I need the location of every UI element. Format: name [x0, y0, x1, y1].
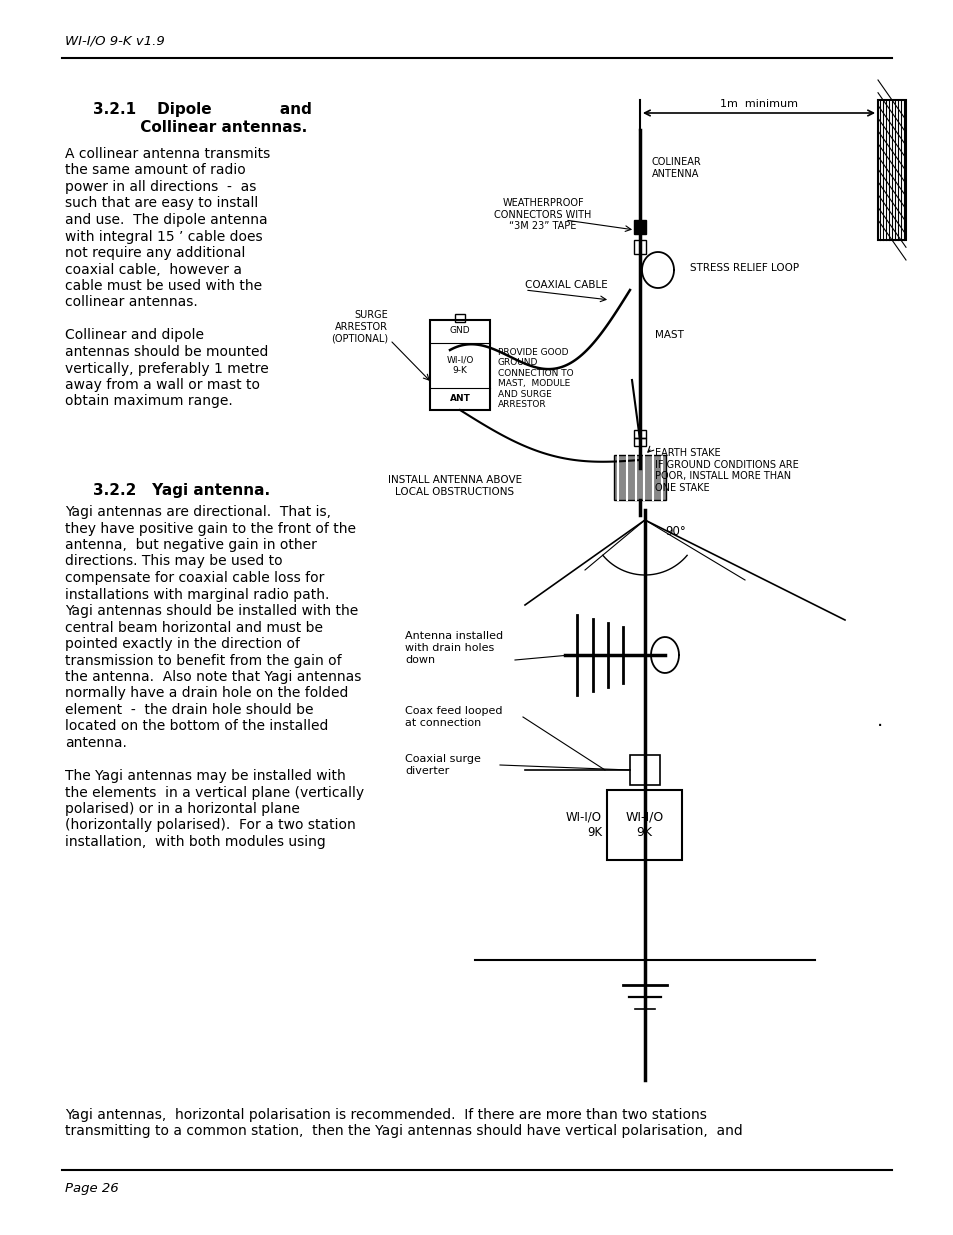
Text: Page 26: Page 26 [65, 1182, 118, 1195]
Text: EARTH STAKE
IF GROUND CONDITIONS ARE
POOR, INSTALL MORE THAN
ONE STAKE: EARTH STAKE IF GROUND CONDITIONS ARE POO… [655, 448, 798, 493]
Text: the elements  in a vertical plane (vertically: the elements in a vertical plane (vertic… [65, 785, 364, 799]
Text: they have positive gain to the front of the: they have positive gain to the front of … [65, 521, 355, 536]
Text: 90°: 90° [664, 525, 685, 538]
Text: vertically, preferably 1 metre: vertically, preferably 1 metre [65, 362, 269, 375]
Text: the same amount of radio: the same amount of radio [65, 163, 246, 178]
Text: STRESS RELIEF LOOP: STRESS RELIEF LOOP [689, 263, 799, 273]
Text: .: . [876, 710, 882, 730]
Text: Antenna installed
with drain holes
down: Antenna installed with drain holes down [405, 631, 502, 664]
Bar [629, 755, 659, 785]
Text: the antenna.  Also note that Yagi antennas: the antenna. Also note that Yagi antenna… [65, 671, 361, 684]
Text: WI-I/O
9-K: WI-I/O 9-K [446, 356, 474, 374]
Text: COAXIAL CABLE: COAXIAL CABLE [524, 280, 607, 290]
Text: compensate for coaxial cable loss for: compensate for coaxial cable loss for [65, 571, 324, 585]
Text: GND: GND [449, 326, 470, 335]
Text: Collinear antennas.: Collinear antennas. [92, 120, 307, 135]
Text: Coaxial surge
diverter: Coaxial surge diverter [405, 755, 480, 776]
Text: polarised) or in a horizontal plane: polarised) or in a horizontal plane [65, 802, 299, 816]
Text: A collinear antenna transmits: A collinear antenna transmits [65, 147, 270, 161]
Text: COLINEAR
ANTENNA: COLINEAR ANTENNA [651, 157, 701, 179]
Text: Yagi antennas are directional.  That is,: Yagi antennas are directional. That is, [65, 505, 331, 519]
Bar [430, 320, 490, 410]
Text: antenna.: antenna. [65, 736, 127, 750]
Text: such that are easy to install: such that are easy to install [65, 196, 258, 210]
Text: obtain maximum range.: obtain maximum range. [65, 394, 233, 409]
Text: normally have a drain hole on the folded: normally have a drain hole on the folded [65, 687, 348, 700]
Text: 1m  minimum: 1m minimum [720, 99, 797, 109]
Text: located on the bottom of the installed: located on the bottom of the installed [65, 720, 328, 734]
Text: installations with marginal radio path.: installations with marginal radio path. [65, 588, 329, 601]
Text: WI-I/O
9K: WI-I/O 9K [565, 811, 601, 839]
Text: antennas should be mounted: antennas should be mounted [65, 345, 268, 359]
Text: pointed exactly in the direction of: pointed exactly in the direction of [65, 637, 299, 651]
Text: installation,  with both modules using: installation, with both modules using [65, 835, 325, 848]
Bar [606, 790, 681, 860]
Bar [455, 314, 464, 322]
Text: and use.  The dipole antenna: and use. The dipole antenna [65, 212, 268, 227]
Bar [634, 220, 645, 233]
Text: WI-I/O 9-K v1.9: WI-I/O 9-K v1.9 [65, 35, 165, 48]
Text: 3.2.1    Dipole             and: 3.2.1 Dipole and [92, 103, 312, 117]
Text: Yagi antennas,  horizontal polarisation is recommended.  If there are more than : Yagi antennas, horizontal polarisation i… [65, 1108, 706, 1123]
Text: The Yagi antennas may be installed with: The Yagi antennas may be installed with [65, 769, 345, 783]
Text: (horizontally polarised).  For a two station: (horizontally polarised). For a two stat… [65, 819, 355, 832]
Text: directions. This may be used to: directions. This may be used to [65, 555, 282, 568]
Text: transmitting to a common station,  then the Yagi antennas should have vertical p: transmitting to a common station, then t… [65, 1125, 742, 1139]
Text: away from a wall or mast to: away from a wall or mast to [65, 378, 260, 391]
Text: Yagi antennas should be installed with the: Yagi antennas should be installed with t… [65, 604, 358, 618]
Text: PROVIDE GOOD
GROUND
CONNECTION TO
MAST,  MODULE
AND SURGE
ARRESTOR: PROVIDE GOOD GROUND CONNECTION TO MAST, … [497, 348, 573, 409]
Text: 3.2.2   Yagi antenna.: 3.2.2 Yagi antenna. [92, 483, 270, 498]
Text: collinear antennas.: collinear antennas. [65, 295, 197, 310]
Text: MAST: MAST [655, 330, 683, 340]
Text: not require any additional: not require any additional [65, 246, 245, 261]
Text: WEATHERPROOF
CONNECTORS WITH
“3M 23” TAPE: WEATHERPROOF CONNECTORS WITH “3M 23” TAP… [494, 198, 591, 231]
Text: element  -  the drain hole should be: element - the drain hole should be [65, 703, 314, 718]
Text: Collinear and dipole: Collinear and dipole [65, 329, 204, 342]
Text: WI-I/O
9K: WI-I/O 9K [625, 811, 663, 839]
Text: INSTALL ANTENNA ABOVE
LOCAL OBSTRUCTIONS: INSTALL ANTENNA ABOVE LOCAL OBSTRUCTIONS [388, 475, 521, 496]
Text: Coax feed looped
at connection: Coax feed looped at connection [405, 706, 502, 727]
Text: transmission to benefit from the gain of: transmission to benefit from the gain of [65, 653, 341, 667]
Text: with integral 15 ’ cable does: with integral 15 ’ cable does [65, 230, 262, 243]
Bar [634, 430, 645, 438]
Bar [634, 438, 645, 446]
Text: cable must be used with the: cable must be used with the [65, 279, 262, 293]
Text: central beam horizontal and must be: central beam horizontal and must be [65, 620, 323, 635]
Text: ANT: ANT [449, 394, 470, 403]
Text: power in all directions  -  as: power in all directions - as [65, 180, 256, 194]
Bar [614, 454, 665, 500]
Text: SURGE
ARRESTOR
(OPTIONAL): SURGE ARRESTOR (OPTIONAL) [331, 310, 388, 343]
Bar [634, 240, 645, 254]
Text: antenna,  but negative gain in other: antenna, but negative gain in other [65, 538, 316, 552]
Bar [877, 100, 905, 240]
Text: coaxial cable,  however a: coaxial cable, however a [65, 263, 242, 277]
